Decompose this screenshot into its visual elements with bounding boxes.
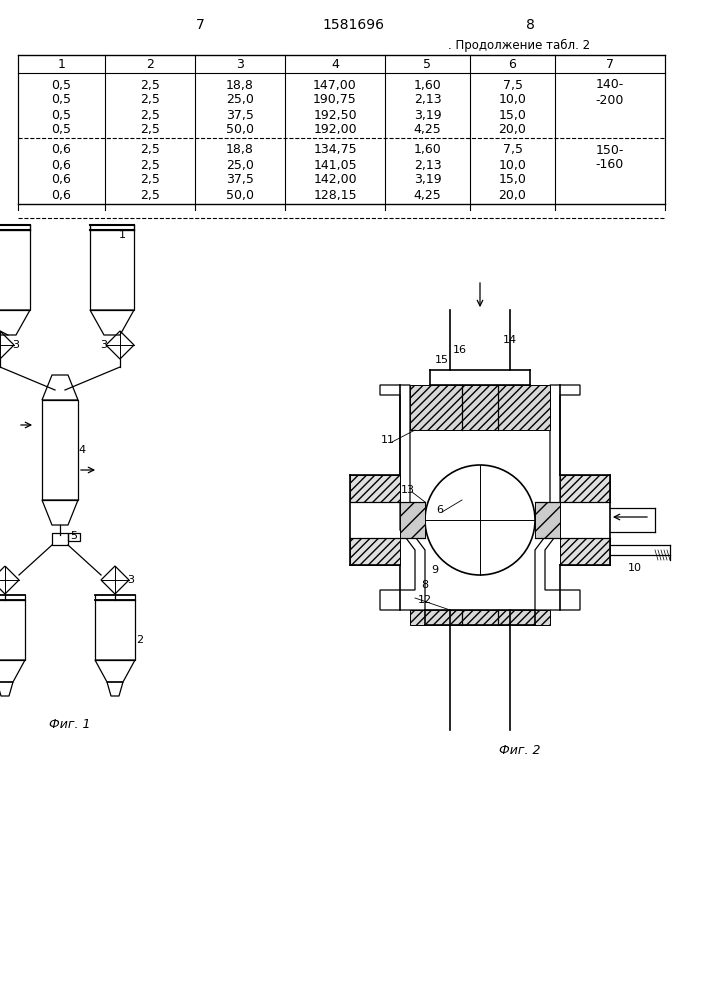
Text: 3,19: 3,19 [414, 108, 441, 121]
Text: 37,5: 37,5 [226, 108, 254, 121]
Polygon shape [560, 475, 610, 502]
Text: 4,25: 4,25 [414, 123, 441, 136]
Text: 20,0: 20,0 [498, 123, 527, 136]
Text: 6: 6 [508, 57, 516, 70]
Polygon shape [560, 538, 610, 565]
Text: 3: 3 [13, 340, 20, 350]
Text: 37,5: 37,5 [226, 174, 254, 186]
Text: 1: 1 [119, 230, 126, 240]
Text: 192,50: 192,50 [313, 108, 357, 121]
Text: 3: 3 [100, 340, 107, 350]
Text: 142,00: 142,00 [313, 174, 357, 186]
Text: 0,5: 0,5 [52, 108, 71, 121]
Text: 15,0: 15,0 [498, 108, 527, 121]
Text: 7: 7 [196, 18, 204, 32]
Text: 2,5: 2,5 [140, 123, 160, 136]
Text: 25,0: 25,0 [226, 94, 254, 106]
Text: 2,13: 2,13 [414, 158, 441, 172]
Polygon shape [410, 385, 550, 430]
Text: 6: 6 [436, 505, 443, 515]
Text: 190,75: 190,75 [313, 94, 357, 106]
Text: 0,6: 0,6 [52, 143, 71, 156]
Text: 2,5: 2,5 [140, 79, 160, 92]
Text: 50,0: 50,0 [226, 188, 254, 202]
Text: 7: 7 [606, 57, 614, 70]
Text: 18,8: 18,8 [226, 143, 254, 156]
Text: 0,5: 0,5 [52, 79, 71, 92]
Text: 50,0: 50,0 [226, 123, 254, 136]
Text: 25,0: 25,0 [226, 158, 254, 172]
Text: 1,60: 1,60 [414, 79, 441, 92]
Text: 10: 10 [628, 563, 642, 573]
Text: 4: 4 [331, 57, 339, 70]
Text: 0,6: 0,6 [52, 174, 71, 186]
Text: 2: 2 [136, 635, 144, 645]
Text: 141,05: 141,05 [313, 158, 357, 172]
Text: 5: 5 [71, 531, 78, 541]
Text: 10,0: 10,0 [498, 94, 527, 106]
Text: 3: 3 [127, 575, 134, 585]
Polygon shape [410, 610, 550, 625]
Bar [52, 533, 68, 545]
Text: -200: -200 [596, 94, 624, 106]
Text: 2: 2 [146, 57, 154, 70]
Text: 150-: 150- [596, 143, 624, 156]
Text: 7,5: 7,5 [503, 79, 522, 92]
Text: 10,0: 10,0 [498, 158, 527, 172]
Text: 2,5: 2,5 [140, 143, 160, 156]
Text: 0,5: 0,5 [52, 123, 71, 136]
Text: 15,0: 15,0 [498, 174, 527, 186]
Text: 20,0: 20,0 [498, 188, 527, 202]
Text: -160: -160 [596, 158, 624, 172]
Text: 16: 16 [453, 345, 467, 355]
Text: 2,5: 2,5 [140, 174, 160, 186]
Text: 2,13: 2,13 [414, 94, 441, 106]
Text: 147,00: 147,00 [313, 79, 357, 92]
Text: 2,5: 2,5 [140, 188, 160, 202]
Text: 7,5: 7,5 [503, 143, 522, 156]
Text: 3: 3 [236, 57, 244, 70]
Text: 140-: 140- [596, 79, 624, 92]
Text: 18,8: 18,8 [226, 79, 254, 92]
Text: Фиг. 2: Фиг. 2 [499, 744, 541, 756]
Text: 0,6: 0,6 [52, 188, 71, 202]
Text: 128,15: 128,15 [313, 188, 357, 202]
Text: 0,5: 0,5 [52, 94, 71, 106]
Text: 13: 13 [401, 485, 415, 495]
Text: 4,25: 4,25 [414, 188, 441, 202]
Text: 15: 15 [435, 355, 449, 365]
Bar [68, 533, 80, 541]
Text: 1,60: 1,60 [414, 143, 441, 156]
Text: . Продолжение табл. 2: . Продолжение табл. 2 [448, 38, 590, 52]
Polygon shape [535, 502, 560, 538]
Text: 134,75: 134,75 [313, 143, 357, 156]
Text: 8: 8 [421, 580, 428, 590]
Polygon shape [400, 502, 425, 538]
Text: 192,00: 192,00 [313, 123, 357, 136]
Text: 2,5: 2,5 [140, 94, 160, 106]
Text: 11: 11 [381, 435, 395, 445]
Text: 9: 9 [431, 565, 438, 575]
Text: 1581696: 1581696 [322, 18, 384, 32]
Text: 4: 4 [78, 445, 86, 455]
Text: 3,19: 3,19 [414, 174, 441, 186]
Polygon shape [350, 475, 400, 502]
Text: 8: 8 [525, 18, 534, 32]
Text: 12: 12 [418, 595, 432, 605]
Polygon shape [350, 538, 400, 565]
Text: 2,5: 2,5 [140, 158, 160, 172]
Text: 14: 14 [503, 335, 517, 345]
Text: Фиг. 1: Фиг. 1 [49, 718, 90, 732]
Text: 2,5: 2,5 [140, 108, 160, 121]
Text: 5: 5 [423, 57, 431, 70]
Text: 1: 1 [57, 57, 66, 70]
Text: 0,6: 0,6 [52, 158, 71, 172]
